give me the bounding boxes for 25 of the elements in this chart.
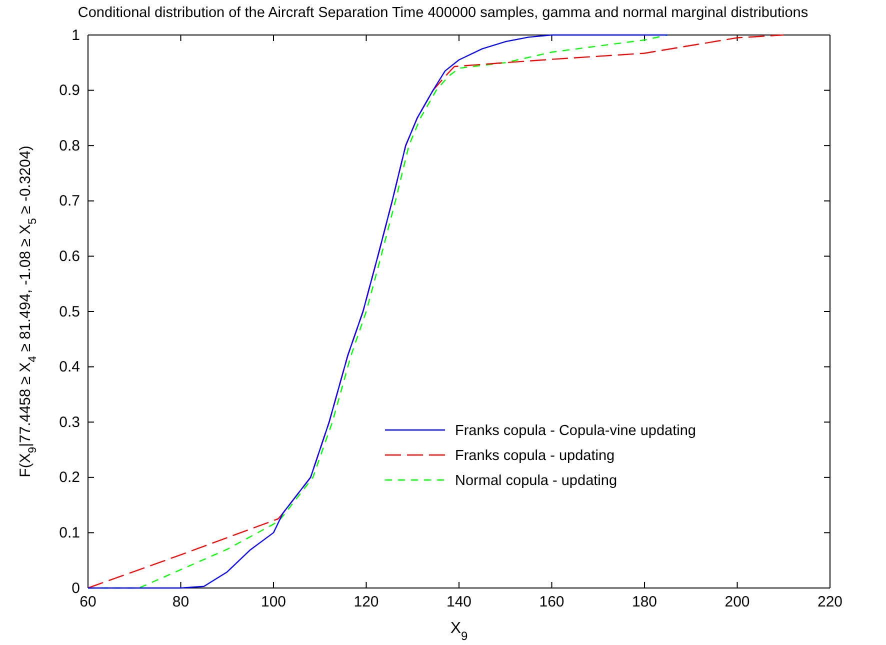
y-tick-label: 0.6: [59, 248, 80, 265]
x-tick-label: 180: [632, 594, 658, 611]
x-tick-label: 200: [724, 594, 750, 611]
x-tick-label: 120: [354, 594, 379, 611]
y-tick-label: 0.8: [59, 137, 80, 154]
y-tick-label: 0.4: [59, 358, 80, 376]
x-tick-label: 140: [446, 594, 472, 611]
x-tick-label: 100: [260, 594, 286, 611]
x-tick-label: 80: [172, 594, 190, 611]
y-tick-label: 0.1: [59, 524, 80, 542]
y-tick-label: 0.3: [59, 414, 80, 431]
y-tick-label: 0.9: [59, 82, 80, 100]
x-tick-label: 220: [817, 594, 843, 611]
legend-label: Normal copula - updating: [455, 473, 618, 489]
chart-title: Conditional distribution of the Aircraft Separation Time 400000 samples, gamma and normal marginal distributions: [78, 5, 808, 21]
y-tick-label: 0.7: [59, 192, 80, 210]
y-tick-label: 0.5: [59, 303, 80, 320]
x-tick-label: 60: [80, 594, 96, 611]
x-tick-label: 160: [539, 594, 564, 611]
y-tick-label: 0: [72, 580, 80, 597]
x-axis-title: X$_{9}$: [450, 620, 468, 643]
y-tick-label: 0.2: [59, 469, 80, 486]
legend-label: Franks copula - Copula-vine updating: [455, 423, 696, 439]
y-tick-label: 1: [72, 26, 80, 44]
legend-label: Franks copula - updating: [455, 448, 615, 464]
